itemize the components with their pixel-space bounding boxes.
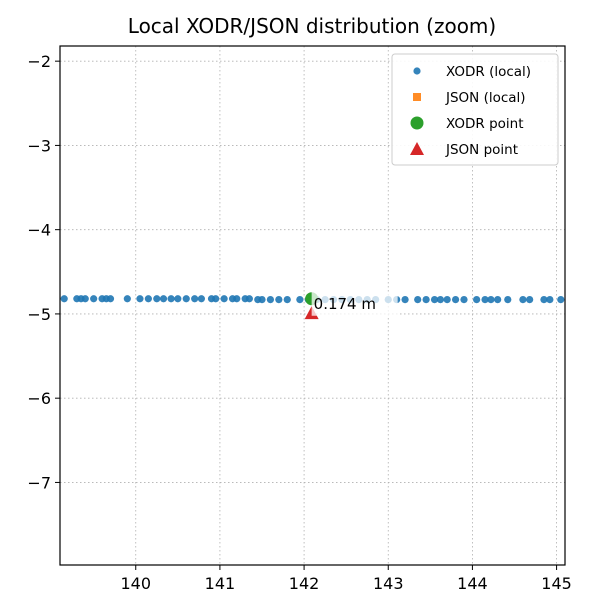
- xodr-local-data-point: [546, 296, 554, 304]
- annotation-background: [311, 291, 398, 316]
- x-axis-ticks: 140 141 142 143 144 145: [120, 565, 572, 593]
- xodr-local-data-point: [123, 295, 131, 303]
- xodr-local-data-point: [519, 296, 527, 304]
- chart-title: Local XODR/JSON distribution (zoom): [128, 14, 496, 38]
- xodr-local-data-point: [557, 296, 565, 304]
- legend-label-xodr-point: XODR point: [446, 116, 524, 132]
- xodr-local-data-point: [136, 295, 144, 303]
- legend-marker-xodr-local: [413, 67, 421, 75]
- xodr-local-data-point: [258, 296, 266, 304]
- xodr-local-data-point: [473, 296, 481, 304]
- legend-label-json-local: JSON (local): [445, 90, 526, 106]
- xodr-local-data-point: [540, 296, 548, 304]
- xodr-local-data-point: [167, 295, 175, 303]
- xodr-local-data-point: [414, 296, 422, 304]
- xodr-local-data-point: [443, 296, 451, 304]
- x-tick-label: 142: [289, 574, 320, 593]
- xodr-local-data-point: [245, 295, 253, 303]
- xodr-local-data-point: [220, 295, 228, 303]
- xodr-local-data-point: [494, 296, 502, 304]
- y-tick-label: −5: [27, 305, 51, 324]
- annotation-label: 0.174 m: [314, 295, 376, 313]
- xodr-local-data-point: [182, 295, 190, 303]
- x-tick-label: 145: [541, 574, 572, 593]
- y-tick-label: −3: [27, 136, 51, 155]
- xodr-local-data-point: [283, 296, 291, 304]
- legend-marker-json-local: [413, 93, 421, 101]
- xodr-local-data-point: [451, 296, 460, 304]
- xodr-local-data-point: [106, 295, 115, 303]
- xodr-local-data-point: [436, 296, 445, 304]
- annotations: 0.174 m: [311, 291, 398, 316]
- y-tick-label: −4: [27, 221, 51, 240]
- xodr-local-data-point: [174, 295, 182, 303]
- xodr-local-data-point: [526, 296, 534, 304]
- legend-label-json-point: JSON point: [445, 142, 518, 158]
- y-tick-label: −7: [27, 473, 51, 492]
- xodr-local-data-point: [422, 296, 430, 304]
- xodr-local-data-point: [191, 295, 199, 303]
- xodr-local-data-point: [81, 295, 89, 303]
- xodr-local-data-point: [430, 296, 439, 304]
- xodr-local-data-point: [487, 296, 495, 304]
- xodr-local-data-point: [144, 295, 152, 303]
- plot-frame: [59, 45, 566, 566]
- xodr-local-data-point: [212, 295, 220, 303]
- xodr-local-data-point: [481, 296, 489, 304]
- legend-marker-xodr-point: [410, 116, 424, 130]
- xodr-local-data-point: [197, 295, 205, 303]
- x-tick-label: 140: [120, 574, 151, 593]
- xodr-local-data-point: [153, 295, 161, 303]
- xodr-local-data-point: [233, 295, 241, 303]
- xodr-local-data-point: [460, 296, 468, 304]
- xodr-local-data-point: [504, 296, 512, 304]
- legend-label-xodr-local: XODR (local): [446, 64, 531, 80]
- y-tick-label: −6: [27, 389, 51, 408]
- xodr-local-data-point: [296, 296, 304, 304]
- legend: XODR (local) JSON (local) XODR point JSON p…: [391, 53, 559, 166]
- xodr-local-data-point: [275, 296, 283, 304]
- xodr-local-data-point: [401, 296, 409, 304]
- xodr-local-data-point: [266, 296, 275, 304]
- xodr-local-data-point: [159, 295, 168, 303]
- xodr-local-data-point: [90, 295, 98, 303]
- x-tick-label: 143: [373, 574, 404, 593]
- y-axis-ticks: −2 −3 −4 −5 −6 −7: [27, 52, 60, 492]
- legend-box: [391, 53, 559, 166]
- xodr-local-data-point: [60, 295, 68, 303]
- y-tick-label: −2: [27, 52, 51, 71]
- x-tick-label: 141: [205, 574, 236, 593]
- x-tick-label: 144: [457, 574, 488, 593]
- legend-marker-json-point: [410, 142, 424, 155]
